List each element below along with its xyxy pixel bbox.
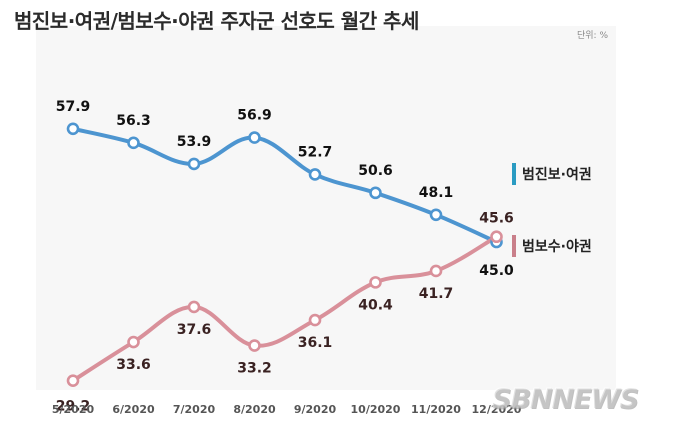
x-tick-label-8: 12/2020 <box>472 403 522 416</box>
point-conservative-7 <box>429 264 443 278</box>
data-label-conservative-7: 41.7 <box>419 286 454 302</box>
data-label-progressive-5: 52.7 <box>298 144 333 160</box>
data-label-progressive-1: 57.9 <box>56 99 91 115</box>
series-line-conservative <box>71 234 499 383</box>
x-tick-label-2: 6/2020 <box>112 403 155 416</box>
point-conservative-2 <box>127 335 140 349</box>
data-label-progressive-3: 53.9 <box>177 134 212 150</box>
data-label-conservative-4: 33.2 <box>237 361 272 377</box>
point-conservative-8 <box>490 230 503 244</box>
data-label-progressive-7: 48.1 <box>419 185 454 201</box>
point-progressive-7 <box>429 208 443 222</box>
x-tick-label-6: 10/2020 <box>351 403 401 416</box>
x-tick-label-4: 8/2020 <box>233 403 276 416</box>
x-tick-label-7: 11/2020 <box>411 403 461 416</box>
point-conservative-3 <box>187 300 201 314</box>
point-progressive-1 <box>66 122 80 136</box>
chart-background <box>36 26 616 390</box>
data-label-conservative-2: 33.6 <box>116 357 151 373</box>
point-progressive-2 <box>127 136 140 150</box>
point-progressive-4 <box>248 131 261 144</box>
data-label-progressive-2: 56.3 <box>116 113 151 129</box>
point-conservative-5 <box>308 313 322 327</box>
data-label-progressive-6: 50.6 <box>358 163 393 179</box>
data-label-conservative-5: 36.1 <box>298 335 333 351</box>
point-progressive-3 <box>187 157 201 171</box>
legend-label-conservative: 범보수·야권 <box>522 238 592 255</box>
data-label-progressive-8: 45.0 <box>479 263 514 279</box>
point-conservative-1 <box>66 374 80 387</box>
data-label-conservative-6: 40.4 <box>358 297 393 313</box>
legend-label-progressive: 범진보·여권 <box>522 166 592 183</box>
unit-label: 단위: % <box>576 31 608 41</box>
point-progressive-5 <box>308 168 322 181</box>
legend-swatch-progressive <box>512 163 516 185</box>
data-label-conservative-8: 45.6 <box>479 211 514 227</box>
x-tick-label-1: 5/2020 <box>52 403 95 416</box>
x-tick-label-5: 9/2020 <box>294 403 337 416</box>
legend-swatch-conservative <box>512 235 516 257</box>
point-conservative-6 <box>369 276 382 289</box>
data-label-conservative-1: 29.2 <box>56 399 91 415</box>
data-label-progressive-4: 56.9 <box>237 108 272 124</box>
x-tick-label-3: 7/2020 <box>173 403 216 416</box>
chart-title: 범진보·여권/범보수·야권 주자군 선호도 월간 추세 <box>14 9 419 33</box>
point-progressive-6 <box>369 186 382 200</box>
data-label-conservative-3: 37.6 <box>177 322 212 338</box>
point-conservative-4 <box>248 339 261 352</box>
